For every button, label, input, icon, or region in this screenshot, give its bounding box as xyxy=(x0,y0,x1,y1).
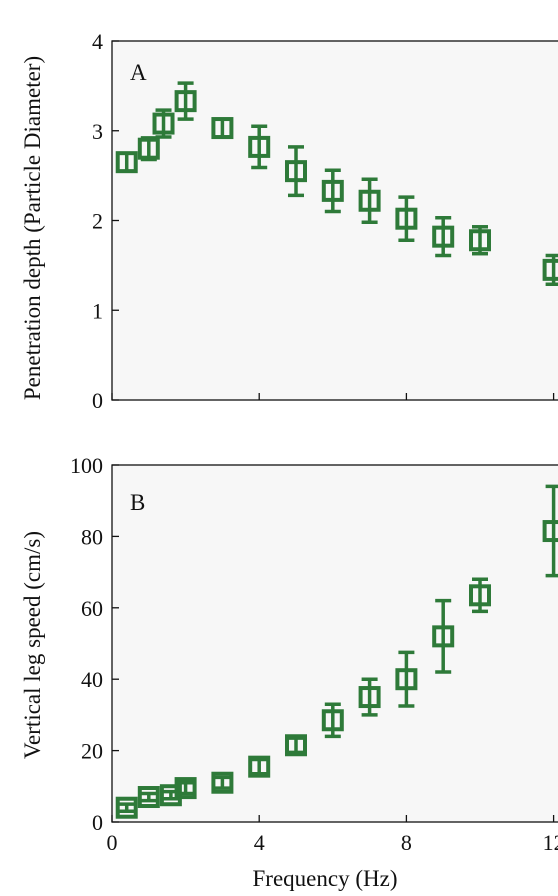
panel-a-data-point xyxy=(469,229,491,252)
panel-a-y-tick-label: 3 xyxy=(92,119,103,144)
panel-b-x-tick-label: 4 xyxy=(254,830,265,855)
panel-b-y-ticks: 0 20 40 60 80 100 xyxy=(70,453,119,835)
panel-b: B Vertical leg speed (cm/s) Frequency (H… xyxy=(20,453,558,891)
panel-a-data-point xyxy=(542,258,558,281)
panel-a-y-tick-label: 0 xyxy=(92,388,103,413)
panel-b-data-point xyxy=(358,686,381,709)
panel-a-data-point xyxy=(358,189,381,212)
panel-a-data-point xyxy=(115,151,138,174)
panel-a-y-ticks: 0 1 2 3 4 xyxy=(92,29,119,413)
panel-b-data-point xyxy=(432,625,455,648)
panel-a-y-tick-label: 2 xyxy=(92,209,103,234)
panel-a-data-point xyxy=(152,112,175,135)
panel-b-y-tick-label: 80 xyxy=(81,524,103,549)
panel-b-letter: B xyxy=(130,490,145,515)
panel-b-data-point xyxy=(115,796,138,819)
panel-a-data-point xyxy=(248,135,271,158)
panel-b-y-tick-label: 100 xyxy=(70,453,103,478)
panel-b-plot-area xyxy=(111,464,558,823)
panel-a: A Penetration depth (Particle Diameter) … xyxy=(20,29,558,413)
panel-a-y-tick-label: 4 xyxy=(92,29,103,54)
panel-b-points xyxy=(115,484,558,819)
panel-b-y-tick-label: 40 xyxy=(81,667,103,692)
panel-b-y-tick-label: 60 xyxy=(81,596,103,621)
panel-a-data-point xyxy=(137,137,160,160)
panel-a-data-point xyxy=(174,90,197,113)
panel-b-data-point xyxy=(395,668,418,691)
panel-a-points xyxy=(115,81,558,286)
panel-b-data-point xyxy=(211,771,234,794)
panel-a-plot-area xyxy=(111,40,558,401)
panel-b-x-tick-label: 0 xyxy=(107,830,118,855)
panel-a-data-point xyxy=(211,117,234,140)
panel-a-letter: A xyxy=(130,60,147,85)
panel-b-x-tick-label: 12 xyxy=(543,830,558,855)
panel-a-data-point xyxy=(285,160,307,183)
panel-a-data-point xyxy=(321,179,344,202)
panel-b-y-tick-label: 0 xyxy=(92,810,103,835)
panel-b-data-point xyxy=(285,734,307,757)
panel-b-data-point xyxy=(137,786,160,809)
x-axis-label: Frequency (Hz) xyxy=(253,866,398,891)
panel-b-x-ticks: 0 4 8 12 xyxy=(107,815,558,855)
panel-b-x-tick-label: 8 xyxy=(401,830,412,855)
panel-b-y-tick-label: 20 xyxy=(81,739,103,764)
panel-b-data-point xyxy=(174,777,197,800)
panel-b-data-point xyxy=(542,520,558,543)
panel-b-y-axis-label: Vertical leg speed (cm/s) xyxy=(20,531,45,759)
panel-a-data-point xyxy=(432,225,455,248)
panel-b-data-point xyxy=(469,584,491,607)
panel-a-y-tick-label: 1 xyxy=(92,298,103,323)
panel-a-data-point xyxy=(395,207,418,230)
panel-b-data-point xyxy=(248,755,271,778)
panel-a-x-ticks xyxy=(111,393,555,400)
panel-b-data-point xyxy=(321,709,344,732)
panel-a-y-axis-label: Penetration depth (Particle Diameter) xyxy=(20,56,45,400)
